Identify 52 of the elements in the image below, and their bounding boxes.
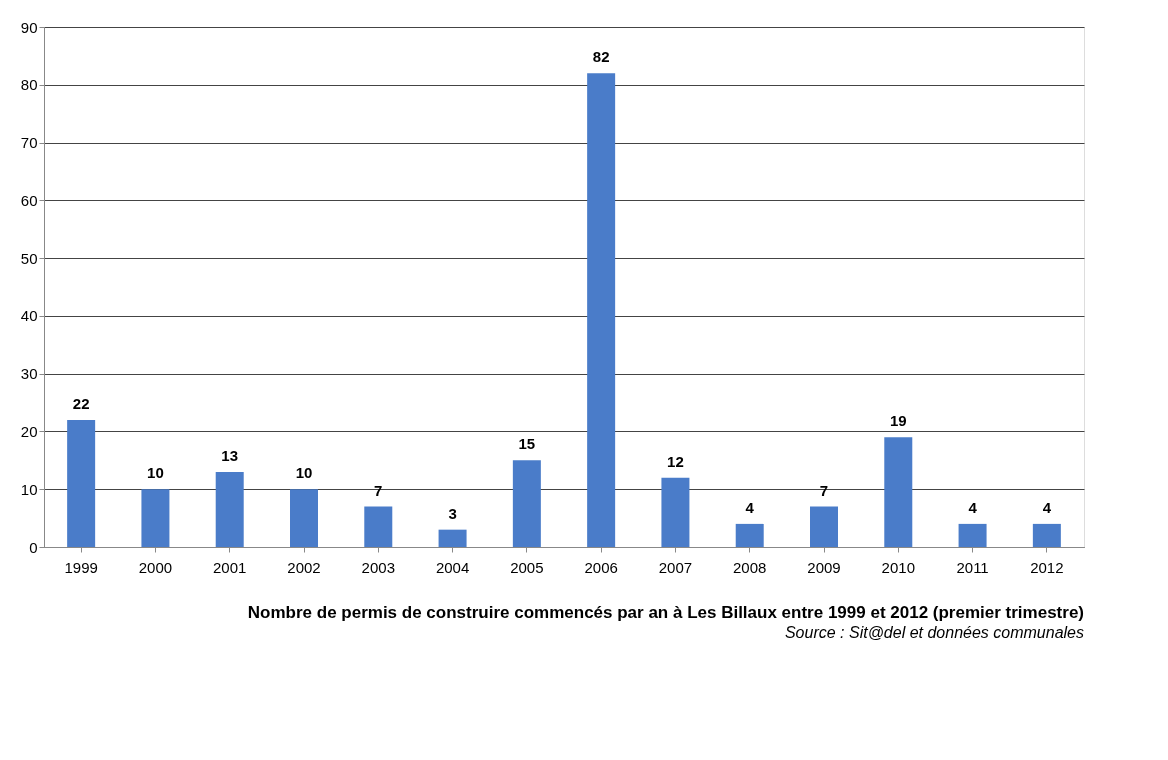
y-tick-label: 20 xyxy=(20,422,38,440)
x-tick-label: 2006 xyxy=(584,558,618,576)
x-tick-label: 2005 xyxy=(510,558,544,576)
x-tick-label: 2000 xyxy=(138,558,173,576)
data-label: 19 xyxy=(889,412,907,430)
x-tick-label: 2009 xyxy=(807,558,841,576)
x-tick-label: 2012 xyxy=(1030,558,1064,576)
x-tick-label: 2002 xyxy=(287,558,321,576)
y-tick-label: 80 xyxy=(20,76,38,94)
x-tick-label: 2007 xyxy=(658,558,693,576)
bar xyxy=(141,489,170,547)
data-label: 10 xyxy=(147,464,164,482)
y-tick-label: 60 xyxy=(20,191,38,209)
x-tick-label: 2001 xyxy=(213,558,247,576)
y-tick-label: 0 xyxy=(29,538,38,556)
bar xyxy=(364,506,393,547)
data-label: 22 xyxy=(72,394,90,412)
data-label: 82 xyxy=(592,48,610,66)
bar xyxy=(958,523,987,547)
x-tick-label: 2003 xyxy=(361,558,395,576)
data-label: 15 xyxy=(518,435,536,453)
data-label: 4 xyxy=(1042,498,1052,516)
bar xyxy=(810,506,838,547)
y-tick-label: 10 xyxy=(20,480,38,498)
bar xyxy=(215,471,244,547)
data-label: 10 xyxy=(295,464,313,482)
y-tick-label: 30 xyxy=(20,365,38,383)
x-tick-label: 1999 xyxy=(64,558,98,576)
data-label: 13 xyxy=(221,446,239,464)
y-tick-label: 90 xyxy=(20,18,38,36)
text: Nombre de permis de construire commencés par an à Les Billaux entre 1999 et 2012 (premier trimestre) xyxy=(247,603,1084,622)
data-label: 4 xyxy=(745,498,755,516)
data-label: 12 xyxy=(667,452,684,470)
y-tick-label: 70 xyxy=(20,134,38,152)
x-tick-label: 2004 xyxy=(435,558,470,576)
bar xyxy=(735,523,764,547)
bar xyxy=(512,460,541,547)
y-tick-label: 40 xyxy=(20,307,38,325)
x-tick-label: 2010 xyxy=(881,558,915,576)
bar xyxy=(1032,523,1061,547)
x-tick-label: 2011 xyxy=(956,558,989,576)
bar xyxy=(438,529,467,547)
bar xyxy=(661,477,690,547)
data-label: 4 xyxy=(968,498,978,516)
data-label: 3 xyxy=(448,504,457,522)
bar xyxy=(587,73,616,547)
y-tick-label: 50 xyxy=(20,249,38,267)
source-note: Source : Sit@del et données communales xyxy=(784,624,1084,641)
bar xyxy=(290,489,318,547)
bar xyxy=(67,419,96,547)
bar xyxy=(884,437,913,547)
x-tick-label: 2008 xyxy=(733,558,767,576)
